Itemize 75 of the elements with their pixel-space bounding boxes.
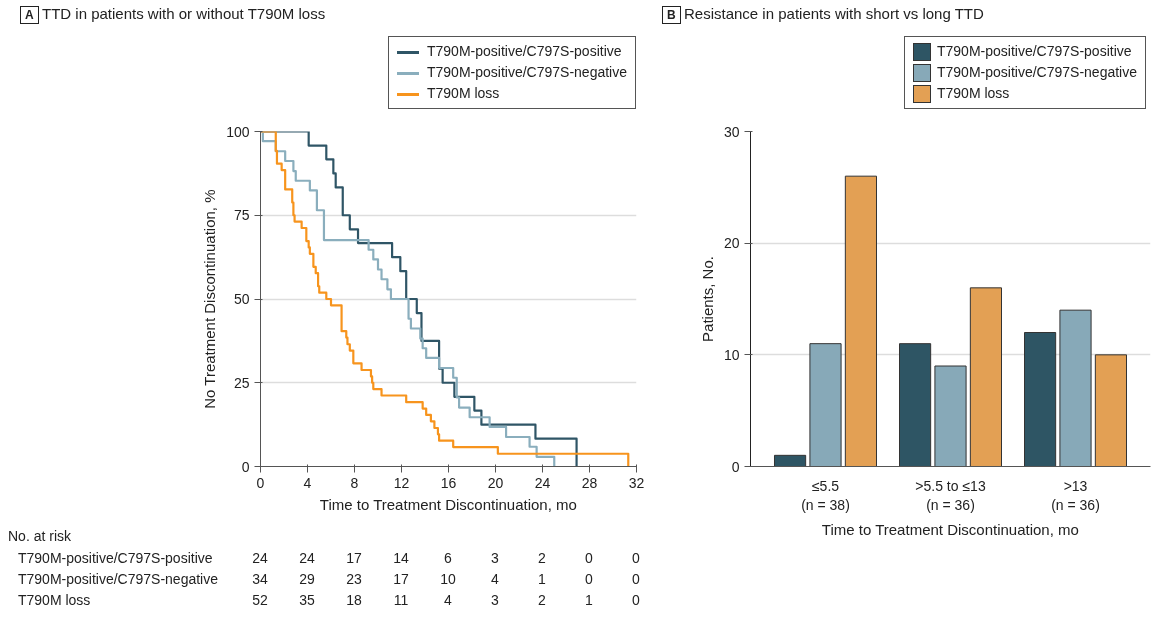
y-tick-label: 0	[241, 458, 250, 475]
text: 24	[251, 549, 269, 567]
text: 10	[439, 570, 457, 588]
x-tick-label: 20	[487, 474, 504, 491]
text: B	[662, 6, 681, 24]
x-tick-label: ≤5.5 (n = 38)	[801, 477, 850, 513]
chart-title: Resistance in patients with short vs long TTD	[684, 5, 984, 23]
text: 0	[631, 570, 641, 588]
y-tick-label: 20	[723, 235, 740, 252]
text: 17	[345, 549, 363, 567]
text: 18	[345, 591, 363, 609]
text: 35	[298, 591, 316, 609]
bar	[1024, 332, 1057, 467]
text: 0	[631, 591, 641, 609]
bar	[1094, 354, 1127, 467]
x-tick-label: 28	[581, 474, 598, 491]
y-tick-label: 0	[731, 458, 740, 475]
text: 0	[584, 570, 594, 588]
legend-label: T790M loss	[426, 84, 501, 103]
text: T790M-positive/C797S-positive	[18, 550, 213, 566]
text: 24	[298, 549, 316, 567]
text: A	[20, 6, 39, 24]
text: No. at risk	[8, 527, 72, 545]
text: 14	[392, 549, 410, 567]
x-tick-label: 0	[256, 474, 265, 491]
x-tick-label: >5.5 to ≤13 (n = 36)	[915, 477, 986, 513]
text: 1	[537, 570, 547, 588]
legend-label: T790M-positive/C797S-negative	[426, 63, 627, 82]
y-tick-label: 10	[723, 346, 740, 363]
text: 23	[345, 570, 363, 588]
y-tick-label: 25	[233, 374, 250, 391]
text: T790M loss	[18, 592, 91, 608]
bar	[1059, 309, 1092, 467]
text: 52	[251, 591, 269, 609]
x-axis-title: Time to Treatment Discontinuation, mo	[319, 495, 577, 513]
text: 11	[392, 591, 410, 609]
x-tick-label: >13 (n = 36)	[1051, 477, 1100, 513]
text: 3	[490, 591, 500, 609]
bar	[899, 343, 932, 467]
text: T790M-positive/C797S-negative	[18, 571, 218, 587]
text: 29	[298, 570, 316, 588]
bar	[774, 454, 807, 467]
y-tick-label: 50	[233, 291, 250, 307]
x-tick-label: 32	[628, 474, 645, 491]
text: 4	[443, 591, 453, 609]
bar	[969, 287, 1002, 467]
x-tick-label: 16	[440, 474, 457, 491]
bar	[809, 343, 842, 467]
y-tick-label: 75	[233, 207, 250, 224]
x-tick-label: 8	[350, 474, 359, 491]
text: 2	[537, 549, 547, 567]
legend-label: T790M-positive/C797S-positive	[426, 42, 623, 61]
x-tick-label: 4	[303, 474, 312, 491]
text: 6	[443, 549, 453, 567]
text: 34	[251, 570, 269, 588]
text: 0	[631, 549, 641, 567]
x-tick-label: 24	[534, 474, 551, 491]
y-axis-title: Patients, No.	[698, 256, 716, 342]
y-tick-label: 100	[226, 123, 250, 140]
x-tick-label: 12	[393, 474, 410, 491]
text: 3	[490, 549, 500, 567]
legend-label: T790M-positive/C797S-negative	[936, 63, 1137, 82]
text: 2	[537, 591, 547, 609]
legend-label: T790M-positive/C797S-positive	[936, 42, 1133, 61]
text: 4	[490, 570, 500, 588]
y-axis-title: No Treatment Discontinuation, %	[201, 189, 219, 409]
y-tick-label: 30	[723, 123, 740, 140]
chart-title: TTD in patients with or without T790M loss	[42, 5, 326, 23]
x-axis-title: Time to Treatment Discontinuation, mo	[821, 520, 1079, 538]
text: 17	[392, 570, 410, 588]
bar	[934, 365, 967, 467]
bar	[844, 175, 877, 467]
text: 0	[584, 549, 594, 567]
text: 1	[584, 591, 594, 609]
legend-label: T790M loss	[936, 84, 1011, 103]
